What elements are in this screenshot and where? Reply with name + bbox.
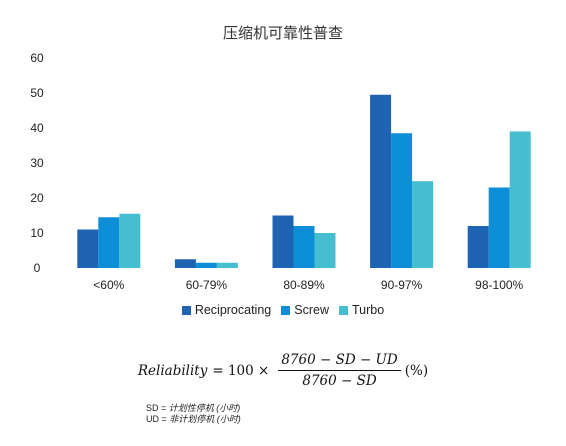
bar-turbo — [216, 262, 238, 268]
bar-chart: 0 10 20 30 40 50 60 <60% 60-79% 80-89% 90-97% 98-10… — [30, 51, 531, 292]
legend-label: Screw — [294, 303, 329, 317]
legend-label: Reciprocating — [194, 303, 272, 317]
chart-legend: Reciprocating Screw Turbo — [0, 303, 566, 317]
legend-swatch — [281, 305, 291, 315]
y-tick-label: 0 — [34, 261, 41, 275]
formula-denominator: 8760 − SD — [302, 373, 377, 389]
legend-item: Reciprocating — [181, 303, 272, 317]
x-tick-label: 90-97% — [381, 278, 423, 292]
bar-reciprocating — [77, 229, 99, 268]
note-ud-label: UD = — [146, 414, 170, 424]
x-tick-label: 98-100% — [475, 278, 523, 292]
y-tick-label: 60 — [30, 51, 44, 65]
y-tick-label: 40 — [30, 121, 44, 135]
formula-numerator: 8760 − SD − UD — [278, 352, 401, 371]
note-sd-label: SD = — [146, 403, 169, 413]
bar-screw — [391, 133, 413, 268]
reliability-formula: Reliability = 100 × 8760 − SD − UD 8760 … — [0, 352, 566, 389]
legend-item: Turbo — [338, 303, 385, 317]
bar-turbo — [314, 233, 336, 268]
bar-screw — [293, 226, 315, 268]
bar-reciprocating — [272, 215, 294, 268]
bar-turbo — [119, 213, 141, 268]
bar-screw — [195, 262, 217, 268]
formula-suffix: (%) — [404, 362, 429, 379]
legend-swatch — [181, 305, 191, 315]
bar-screw — [488, 187, 510, 268]
legend-item: Screw — [281, 303, 329, 317]
y-tick-label: 20 — [30, 191, 44, 205]
legend-label: Turbo — [351, 303, 385, 317]
bar-reciprocating — [467, 226, 489, 268]
x-tick-label: 60-79% — [186, 278, 228, 292]
note-sd: SD = 计划性停机 (小时) — [146, 403, 241, 414]
y-tick-label: 50 — [30, 86, 44, 100]
y-tick-label: 30 — [30, 156, 44, 170]
x-tick-label: 80-89% — [283, 278, 325, 292]
bar-reciprocating — [370, 94, 392, 268]
formula-eq: = 100 × — [212, 362, 270, 379]
legend-swatch — [338, 305, 348, 315]
y-tick-label: 10 — [30, 226, 44, 240]
formula-fraction: 8760 − SD − UD 8760 − SD — [278, 352, 401, 389]
chart-title: 压缩机可靠性普查 — [222, 25, 343, 42]
formula-notes: SD = 计划性停机 (小时) UD = 非计划停机 (小时) — [146, 403, 241, 425]
bar-turbo — [509, 131, 531, 268]
bar-reciprocating — [174, 259, 196, 268]
bar-screw — [98, 217, 120, 268]
note-sd-text: 计划性停机 (小时) — [168, 403, 241, 413]
note-ud-text: 非计划停机 (小时) — [169, 414, 241, 424]
x-tick-label: <60% — [93, 278, 124, 292]
formula-lhs: Reliability — [137, 362, 208, 379]
bar-turbo — [412, 181, 434, 268]
note-ud: UD = 非计划停机 (小时) — [146, 414, 241, 425]
